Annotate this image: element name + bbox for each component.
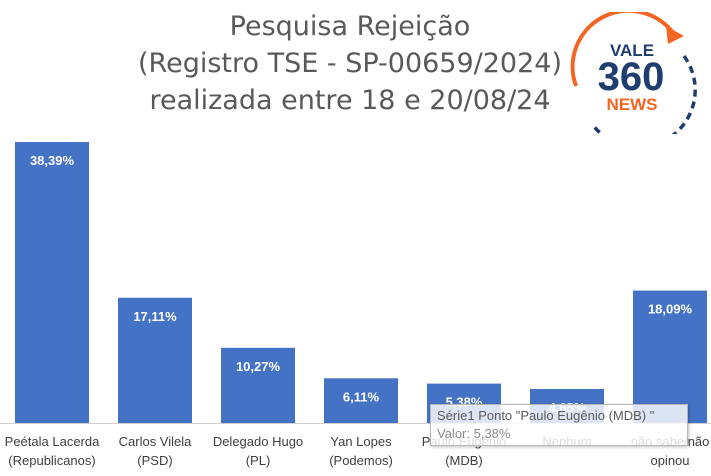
data-label-6: 18,09% <box>648 302 693 317</box>
chart-title-line-2: (Registro TSE - SP-00659/2024) <box>138 48 562 79</box>
tooltip-series-point: Série1 Ponto "Paulo Eugênio (MDB) " <box>437 408 655 423</box>
category-label-0-1: (Republicanos) <box>8 453 95 468</box>
category-label-0-0: Peétala Lacerda <box>5 434 100 449</box>
data-label-0: 38,39% <box>30 153 75 168</box>
tooltip-value: Valor: 5,38% <box>437 426 511 441</box>
category-label-2-1: (PL) <box>246 453 271 468</box>
bar-2[interactable] <box>221 347 295 423</box>
category-label-3-1: (Podemos) <box>329 453 393 468</box>
data-label-1: 17,11% <box>133 309 177 324</box>
logo-orange-arc <box>570 12 676 87</box>
data-label-3: 6,11% <box>343 389 380 404</box>
chart-title-line-3: realizada entre 18 e 20/08/24 <box>149 85 551 116</box>
vale360-news-logo: VALE 360 NEWS <box>570 12 697 134</box>
logo-text-news: NEWS <box>607 95 658 114</box>
category-label-2-0: Delegado Hugo <box>213 434 303 449</box>
bar-3[interactable] <box>324 378 398 423</box>
category-label-1-1: (PSD) <box>137 453 172 468</box>
chart-title: Pesquisa Rejeição (Registro TSE - SP-006… <box>100 8 600 119</box>
category-label-3-0: Yan Lopes <box>330 434 392 449</box>
bar-1[interactable] <box>118 297 192 423</box>
logo-dashed-arc <box>590 54 697 134</box>
data-label-2: 10,27% <box>236 359 281 374</box>
hover-tooltip: Série1 Ponto "Paulo Eugênio (MDB) " Valo… <box>430 404 688 446</box>
logo-text-360: 360 <box>598 55 665 99</box>
logo-arrow-icon <box>666 26 684 44</box>
category-label-4-1: (MDB) <box>445 453 483 468</box>
category-label-6-1: opinou <box>650 453 689 468</box>
chart-title-line-1: Pesquisa Rejeição <box>229 11 471 42</box>
bar-6[interactable] <box>633 290 707 423</box>
bar-0[interactable] <box>15 142 89 423</box>
logo-text-vale: VALE <box>610 41 654 60</box>
category-label-1-0: Carlos Vilela <box>119 434 193 449</box>
